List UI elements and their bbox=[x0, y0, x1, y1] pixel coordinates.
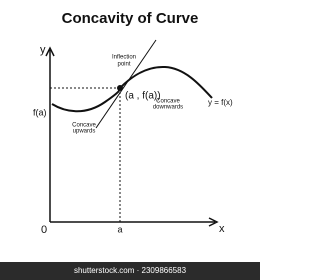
tangent-line bbox=[95, 39, 157, 129]
diagram: Concavity of Curve y x 0 a f(a) Inflecti… bbox=[0, 10, 260, 280]
page: Concavity of Curve y x 0 a f(a) Inflecti… bbox=[0, 9, 260, 280]
concave-up-label: upwards bbox=[73, 129, 96, 135]
fa-label: f(a) bbox=[33, 107, 47, 117]
curve bbox=[51, 65, 213, 113]
y-label: y bbox=[40, 44, 46, 56]
point-label: (a , f(a)) bbox=[125, 91, 161, 102]
a-label: a bbox=[117, 224, 122, 234]
title: Concavity of Curve bbox=[62, 10, 199, 27]
inflection-label: point bbox=[117, 62, 130, 68]
x-arrow bbox=[208, 217, 219, 227]
concave-up-label: Concave bbox=[72, 123, 96, 129]
x-label: x bbox=[219, 223, 225, 235]
concave-down-label: Concave bbox=[156, 99, 180, 105]
concave-down-label: downwards bbox=[153, 105, 183, 111]
footer-text: shutterstock.com · 2309866583 bbox=[74, 266, 187, 275]
inflection-point bbox=[117, 85, 123, 91]
footer-bar bbox=[0, 262, 260, 280]
curve-label: y = f(x) bbox=[208, 98, 233, 107]
y-arrow bbox=[45, 46, 55, 57]
origin-label: 0 bbox=[41, 224, 47, 236]
inflection-label: Inflection bbox=[112, 55, 136, 61]
